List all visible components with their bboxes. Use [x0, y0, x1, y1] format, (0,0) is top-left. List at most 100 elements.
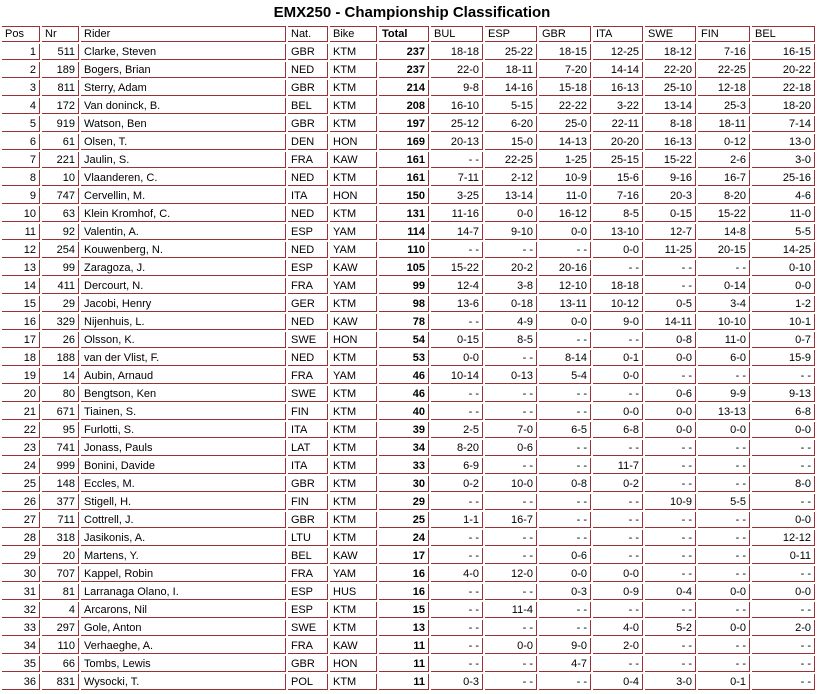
cell-rider: Sterry, Adam — [81, 80, 286, 96]
cell-rider: Verhaeghe, A. — [81, 638, 286, 654]
cell-esp: 7-0 — [485, 422, 537, 438]
cell-nat: NED — [288, 350, 328, 366]
cell-gbr: - - — [539, 386, 591, 402]
cell-gbr: 14-13 — [539, 134, 591, 150]
cell-bel: 7-14 — [752, 116, 815, 132]
cell-ita: 0-0 — [593, 368, 643, 384]
cell-bike: KTM — [330, 530, 377, 546]
cell-gbr: 13-11 — [539, 296, 591, 312]
cell-fin: 0-14 — [698, 278, 750, 294]
cell-rider: Kappel, Robin — [81, 566, 286, 582]
cell-pos: 23 — [2, 440, 40, 456]
cell-fin: 0-0 — [698, 620, 750, 636]
cell-ita: - - — [593, 602, 643, 618]
cell-swe: 0-0 — [645, 422, 696, 438]
cell-pos: 22 — [2, 422, 40, 438]
cell-esp: 13-14 — [485, 188, 537, 204]
cell-bul: 11-16 — [431, 206, 483, 222]
cell-nr: 20 — [42, 548, 79, 564]
cell-pos: 18 — [2, 350, 40, 366]
cell-gbr: 20-16 — [539, 260, 591, 276]
cell-ita: 22-11 — [593, 116, 643, 132]
column-header-pos: Pos — [2, 26, 40, 42]
cell-esp: - - — [485, 620, 537, 636]
cell-nr: 831 — [42, 674, 79, 690]
cell-rider: Bonini, Davide — [81, 458, 286, 474]
cell-esp: 0-0 — [485, 206, 537, 222]
cell-bel: 18-20 — [752, 98, 815, 114]
cell-bel: 0-0 — [752, 278, 815, 294]
cell-gbr: 0-0 — [539, 566, 591, 582]
cell-nat: ESP — [288, 260, 328, 276]
cell-gbr: 12-10 — [539, 278, 591, 294]
cell-ita: - - — [593, 440, 643, 456]
cell-rider: Olsson, K. — [81, 332, 286, 348]
cell-bul: 9-8 — [431, 80, 483, 96]
cell-total: 237 — [379, 44, 429, 60]
cell-bel: 0-7 — [752, 332, 815, 348]
cell-bike: KTM — [330, 296, 377, 312]
cell-nr: 747 — [42, 188, 79, 204]
cell-rider: Jonass, Pauls — [81, 440, 286, 456]
cell-nat: BEL — [288, 98, 328, 114]
cell-pos: 6 — [2, 134, 40, 150]
cell-bike: KTM — [330, 404, 377, 420]
cell-fin: - - — [698, 440, 750, 456]
cell-bel: 0-10 — [752, 260, 815, 276]
cell-nat: GBR — [288, 512, 328, 528]
cell-fin: - - — [698, 602, 750, 618]
cell-swe: 0-6 — [645, 386, 696, 402]
cell-nat: LAT — [288, 440, 328, 456]
column-header-ita: ITA — [593, 26, 643, 42]
cell-bike: KTM — [330, 170, 377, 186]
cell-swe: - - — [645, 530, 696, 546]
cell-fin: 22-25 — [698, 62, 750, 78]
cell-gbr: - - — [539, 332, 591, 348]
cell-esp: 18-11 — [485, 62, 537, 78]
cell-fin: 25-3 — [698, 98, 750, 114]
cell-bel: - - — [752, 494, 815, 510]
cell-esp: 8-5 — [485, 332, 537, 348]
cell-nr: 99 — [42, 260, 79, 276]
cell-pos: 7 — [2, 152, 40, 168]
column-header-total: Total — [379, 26, 429, 42]
cell-swe: - - — [645, 458, 696, 474]
cell-fin: 5-5 — [698, 494, 750, 510]
cell-fin: 0-0 — [698, 584, 750, 600]
cell-swe: - - — [645, 548, 696, 564]
cell-fin: 11-0 — [698, 332, 750, 348]
cell-pos: 12 — [2, 242, 40, 258]
cell-nr: 999 — [42, 458, 79, 474]
cell-ita: 18-18 — [593, 278, 643, 294]
table-row: 8 10 Vlaanderen, C. NED KTM 161 7-11 2-12 10-9 15… — [2, 170, 815, 186]
cell-rider: Larranaga Olano, I. — [81, 584, 286, 600]
cell-total: 53 — [379, 350, 429, 366]
cell-rider: Watson, Ben — [81, 116, 286, 132]
cell-nr: 66 — [42, 656, 79, 672]
cell-total: 33 — [379, 458, 429, 474]
cell-rider: Valentin, A. — [81, 224, 286, 240]
cell-ita: - - — [593, 548, 643, 564]
cell-pos: 31 — [2, 584, 40, 600]
cell-fin: 18-11 — [698, 116, 750, 132]
cell-fin: 0-1 — [698, 674, 750, 690]
cell-bul: 0-2 — [431, 476, 483, 492]
cell-total: 54 — [379, 332, 429, 348]
cell-bel: 0-0 — [752, 422, 815, 438]
cell-ita: 25-15 — [593, 152, 643, 168]
cell-bul: 16-10 — [431, 98, 483, 114]
cell-nat: SWE — [288, 620, 328, 636]
cell-bul: 8-20 — [431, 440, 483, 456]
cell-fin: 9-9 — [698, 386, 750, 402]
column-header-bike: Bike — [330, 26, 377, 42]
cell-ita: 0-9 — [593, 584, 643, 600]
cell-gbr: - - — [539, 620, 591, 636]
cell-ita: 15-6 — [593, 170, 643, 186]
cell-nat: NED — [288, 206, 328, 222]
cell-fin: - - — [698, 368, 750, 384]
cell-fin: 6-0 — [698, 350, 750, 366]
cell-bike: KTM — [330, 422, 377, 438]
cell-pos: 1 — [2, 44, 40, 60]
cell-bike: HON — [330, 656, 377, 672]
header-row: Pos Nr Rider Nat. Bike Total BUL ESP GBR ITA SWE FI… — [2, 26, 815, 42]
